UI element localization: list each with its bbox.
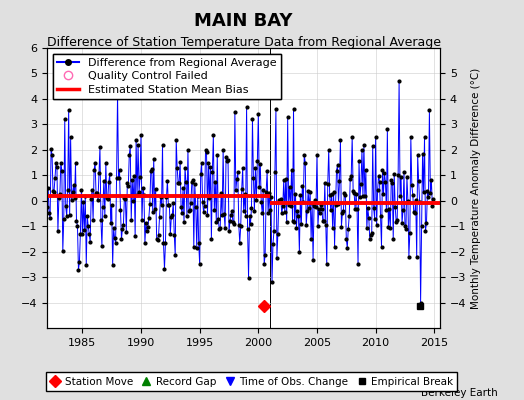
Text: MAIN BAY: MAIN BAY bbox=[194, 12, 293, 30]
Text: Difference of Station Temperature Data from Regional Average: Difference of Station Temperature Data f… bbox=[47, 36, 441, 49]
Text: Berkeley Earth: Berkeley Earth bbox=[421, 388, 498, 398]
Legend: Difference from Regional Average, Quality Control Failed, Estimated Station Mean: Difference from Regional Average, Qualit… bbox=[53, 54, 281, 99]
Legend: Station Move, Record Gap, Time of Obs. Change, Empirical Break: Station Move, Record Gap, Time of Obs. C… bbox=[46, 372, 457, 391]
Y-axis label: Monthly Temperature Anomaly Difference (°C): Monthly Temperature Anomaly Difference (… bbox=[471, 67, 481, 309]
